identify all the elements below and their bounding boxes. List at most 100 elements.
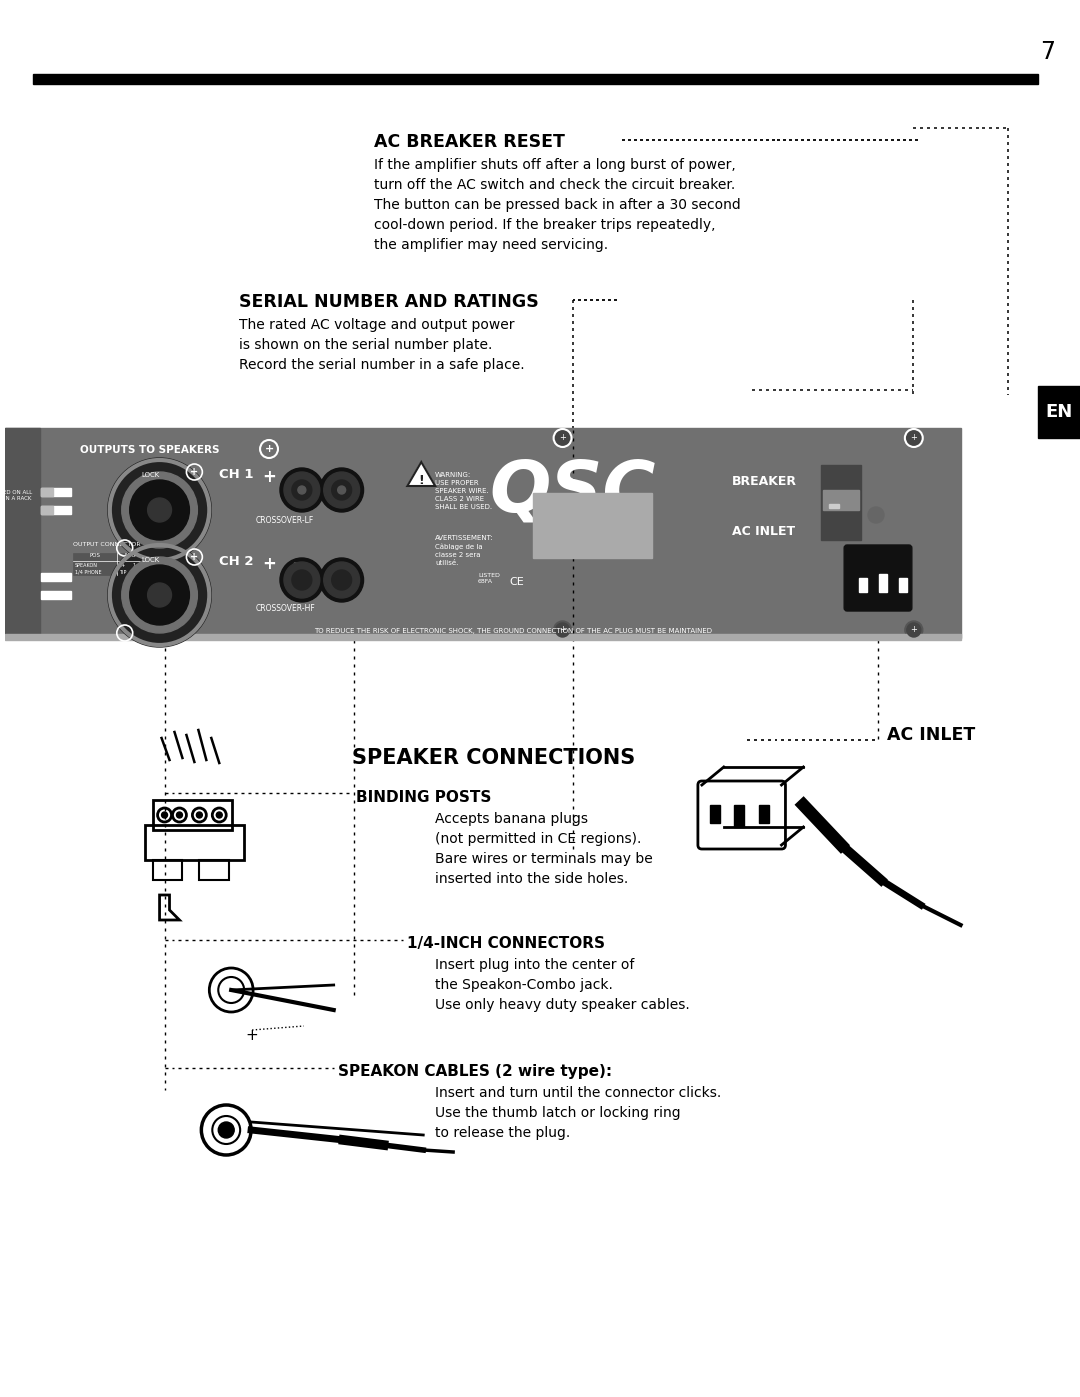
- Circle shape: [280, 468, 324, 511]
- Text: 1/4 PHONE: 1/4 PHONE: [75, 570, 102, 576]
- Text: CH 2: CH 2: [219, 555, 254, 569]
- FancyBboxPatch shape: [845, 545, 912, 610]
- Circle shape: [108, 543, 212, 647]
- Text: LOCK: LOCK: [141, 472, 160, 478]
- Text: +: +: [910, 433, 917, 443]
- Text: EN: EN: [1045, 402, 1072, 420]
- Text: LISTED
68FA: LISTED 68FA: [478, 573, 500, 584]
- Bar: [152, 800, 232, 830]
- Bar: [899, 578, 907, 592]
- Text: !: !: [418, 474, 424, 486]
- Circle shape: [130, 564, 189, 624]
- Circle shape: [868, 507, 883, 522]
- Circle shape: [176, 812, 183, 819]
- Bar: [879, 574, 887, 592]
- Bar: [5, 427, 40, 638]
- Text: SLEEVE: SLEEVE: [133, 570, 148, 574]
- Bar: [821, 465, 861, 541]
- Text: WARNING:
USE PROPER
SPEAKER WIRE.
CLASS 2 WIRE
SHALL BE USED.: WARNING: USE PROPER SPEAKER WIRE. CLASS …: [435, 472, 492, 510]
- Circle shape: [332, 481, 352, 500]
- Circle shape: [555, 432, 569, 446]
- Circle shape: [554, 429, 571, 447]
- Circle shape: [216, 812, 222, 819]
- Text: Insert and turn until the connector clicks.
Use the thumb latch or locking ring
: Insert and turn until the connector clic…: [435, 1085, 721, 1140]
- Circle shape: [320, 468, 364, 511]
- Text: SPEAKON CABLES (2 wire type):: SPEAKON CABLES (2 wire type):: [338, 1065, 611, 1078]
- Circle shape: [197, 812, 202, 819]
- Circle shape: [332, 570, 352, 590]
- Circle shape: [162, 812, 167, 819]
- Circle shape: [324, 562, 360, 598]
- Text: Accepts banana plugs
(not permitted in CE regions).
Bare wires or terminals may : Accepts banana plugs (not permitted in C…: [435, 812, 653, 886]
- Text: TO REDUCE THE RISK OF ELECTRONIC SHOCK, THE GROUND CONNECTION OF THE AC PLUG MUS: TO REDUCE THE RISK OF ELECTRONIC SHOCK, …: [314, 629, 712, 634]
- Circle shape: [907, 432, 921, 446]
- Bar: [859, 578, 867, 592]
- Text: +: +: [262, 555, 275, 573]
- Bar: [829, 504, 839, 509]
- Text: 1+: 1+: [119, 563, 126, 569]
- Text: BINDING POSTS: BINDING POSTS: [355, 789, 491, 805]
- Text: BREAKER: BREAKER: [732, 475, 797, 488]
- Text: SERIAL NUMBER AND RATINGS: SERIAL NUMBER AND RATINGS: [239, 293, 539, 312]
- Bar: [5, 634, 960, 640]
- Circle shape: [218, 1122, 234, 1139]
- Bar: [73, 553, 163, 576]
- Text: +: +: [262, 468, 275, 486]
- Circle shape: [554, 622, 571, 638]
- Circle shape: [555, 623, 569, 637]
- Circle shape: [907, 623, 921, 637]
- Text: QSC: QSC: [489, 457, 656, 527]
- Bar: [200, 861, 229, 880]
- Text: TIP: TIP: [119, 570, 126, 576]
- Bar: [532, 493, 652, 557]
- Text: OUTPUTS TO SPEAKERS: OUTPUTS TO SPEAKERS: [80, 446, 219, 455]
- Text: +: +: [559, 433, 566, 443]
- Bar: [33, 74, 1038, 84]
- Text: POS: POS: [90, 553, 100, 557]
- Text: LOCK: LOCK: [141, 557, 160, 563]
- Bar: [145, 826, 244, 861]
- Text: –: –: [292, 555, 300, 573]
- Text: Insert plug into the center of
the Speakon-Combo jack.
Use only heavy duty speak: Insert plug into the center of the Speak…: [435, 958, 690, 1011]
- Bar: [41, 591, 71, 599]
- Circle shape: [320, 557, 364, 602]
- Bar: [710, 805, 719, 823]
- Circle shape: [292, 481, 312, 500]
- Text: CH 1: CH 1: [219, 468, 254, 481]
- Text: AC INLET: AC INLET: [887, 726, 975, 745]
- Text: CROSSOVER-LF: CROSSOVER-LF: [256, 515, 314, 525]
- Text: CE: CE: [510, 577, 525, 587]
- Bar: [41, 506, 71, 514]
- Text: 7: 7: [1040, 41, 1055, 64]
- Text: 1/4-INCH CONNECTORS: 1/4-INCH CONNECTORS: [407, 936, 605, 951]
- Text: +: +: [190, 467, 199, 476]
- Text: SPEAKON: SPEAKON: [75, 563, 98, 569]
- Text: NEG: NEG: [125, 553, 136, 557]
- Text: SPEAKER CONNECTIONS: SPEAKER CONNECTIONS: [352, 747, 635, 768]
- Bar: [1038, 386, 1080, 439]
- Text: +: +: [265, 444, 273, 454]
- Bar: [41, 506, 53, 514]
- Bar: [41, 488, 71, 496]
- Text: AC BREAKER RESET: AC BREAKER RESET: [374, 133, 565, 151]
- Circle shape: [324, 472, 360, 509]
- Circle shape: [122, 472, 198, 548]
- Text: 1-: 1-: [133, 563, 137, 569]
- Circle shape: [122, 557, 198, 633]
- Text: +: +: [190, 552, 199, 562]
- Circle shape: [292, 570, 312, 590]
- Bar: [41, 488, 53, 496]
- Circle shape: [284, 472, 320, 509]
- Circle shape: [148, 497, 172, 522]
- Bar: [41, 573, 71, 581]
- Circle shape: [338, 486, 346, 495]
- Circle shape: [905, 429, 922, 447]
- Text: ED ON ALL
IN A RACK: ED ON ALL IN A RACK: [2, 490, 32, 500]
- Circle shape: [130, 481, 189, 541]
- Text: –: –: [292, 468, 300, 486]
- Text: If the amplifier shuts off after a long burst of power,
turn off the AC switch a: If the amplifier shuts off after a long …: [374, 158, 740, 253]
- Bar: [823, 490, 859, 510]
- Bar: [152, 861, 183, 880]
- Circle shape: [298, 486, 306, 495]
- Text: AC INLET: AC INLET: [732, 525, 795, 538]
